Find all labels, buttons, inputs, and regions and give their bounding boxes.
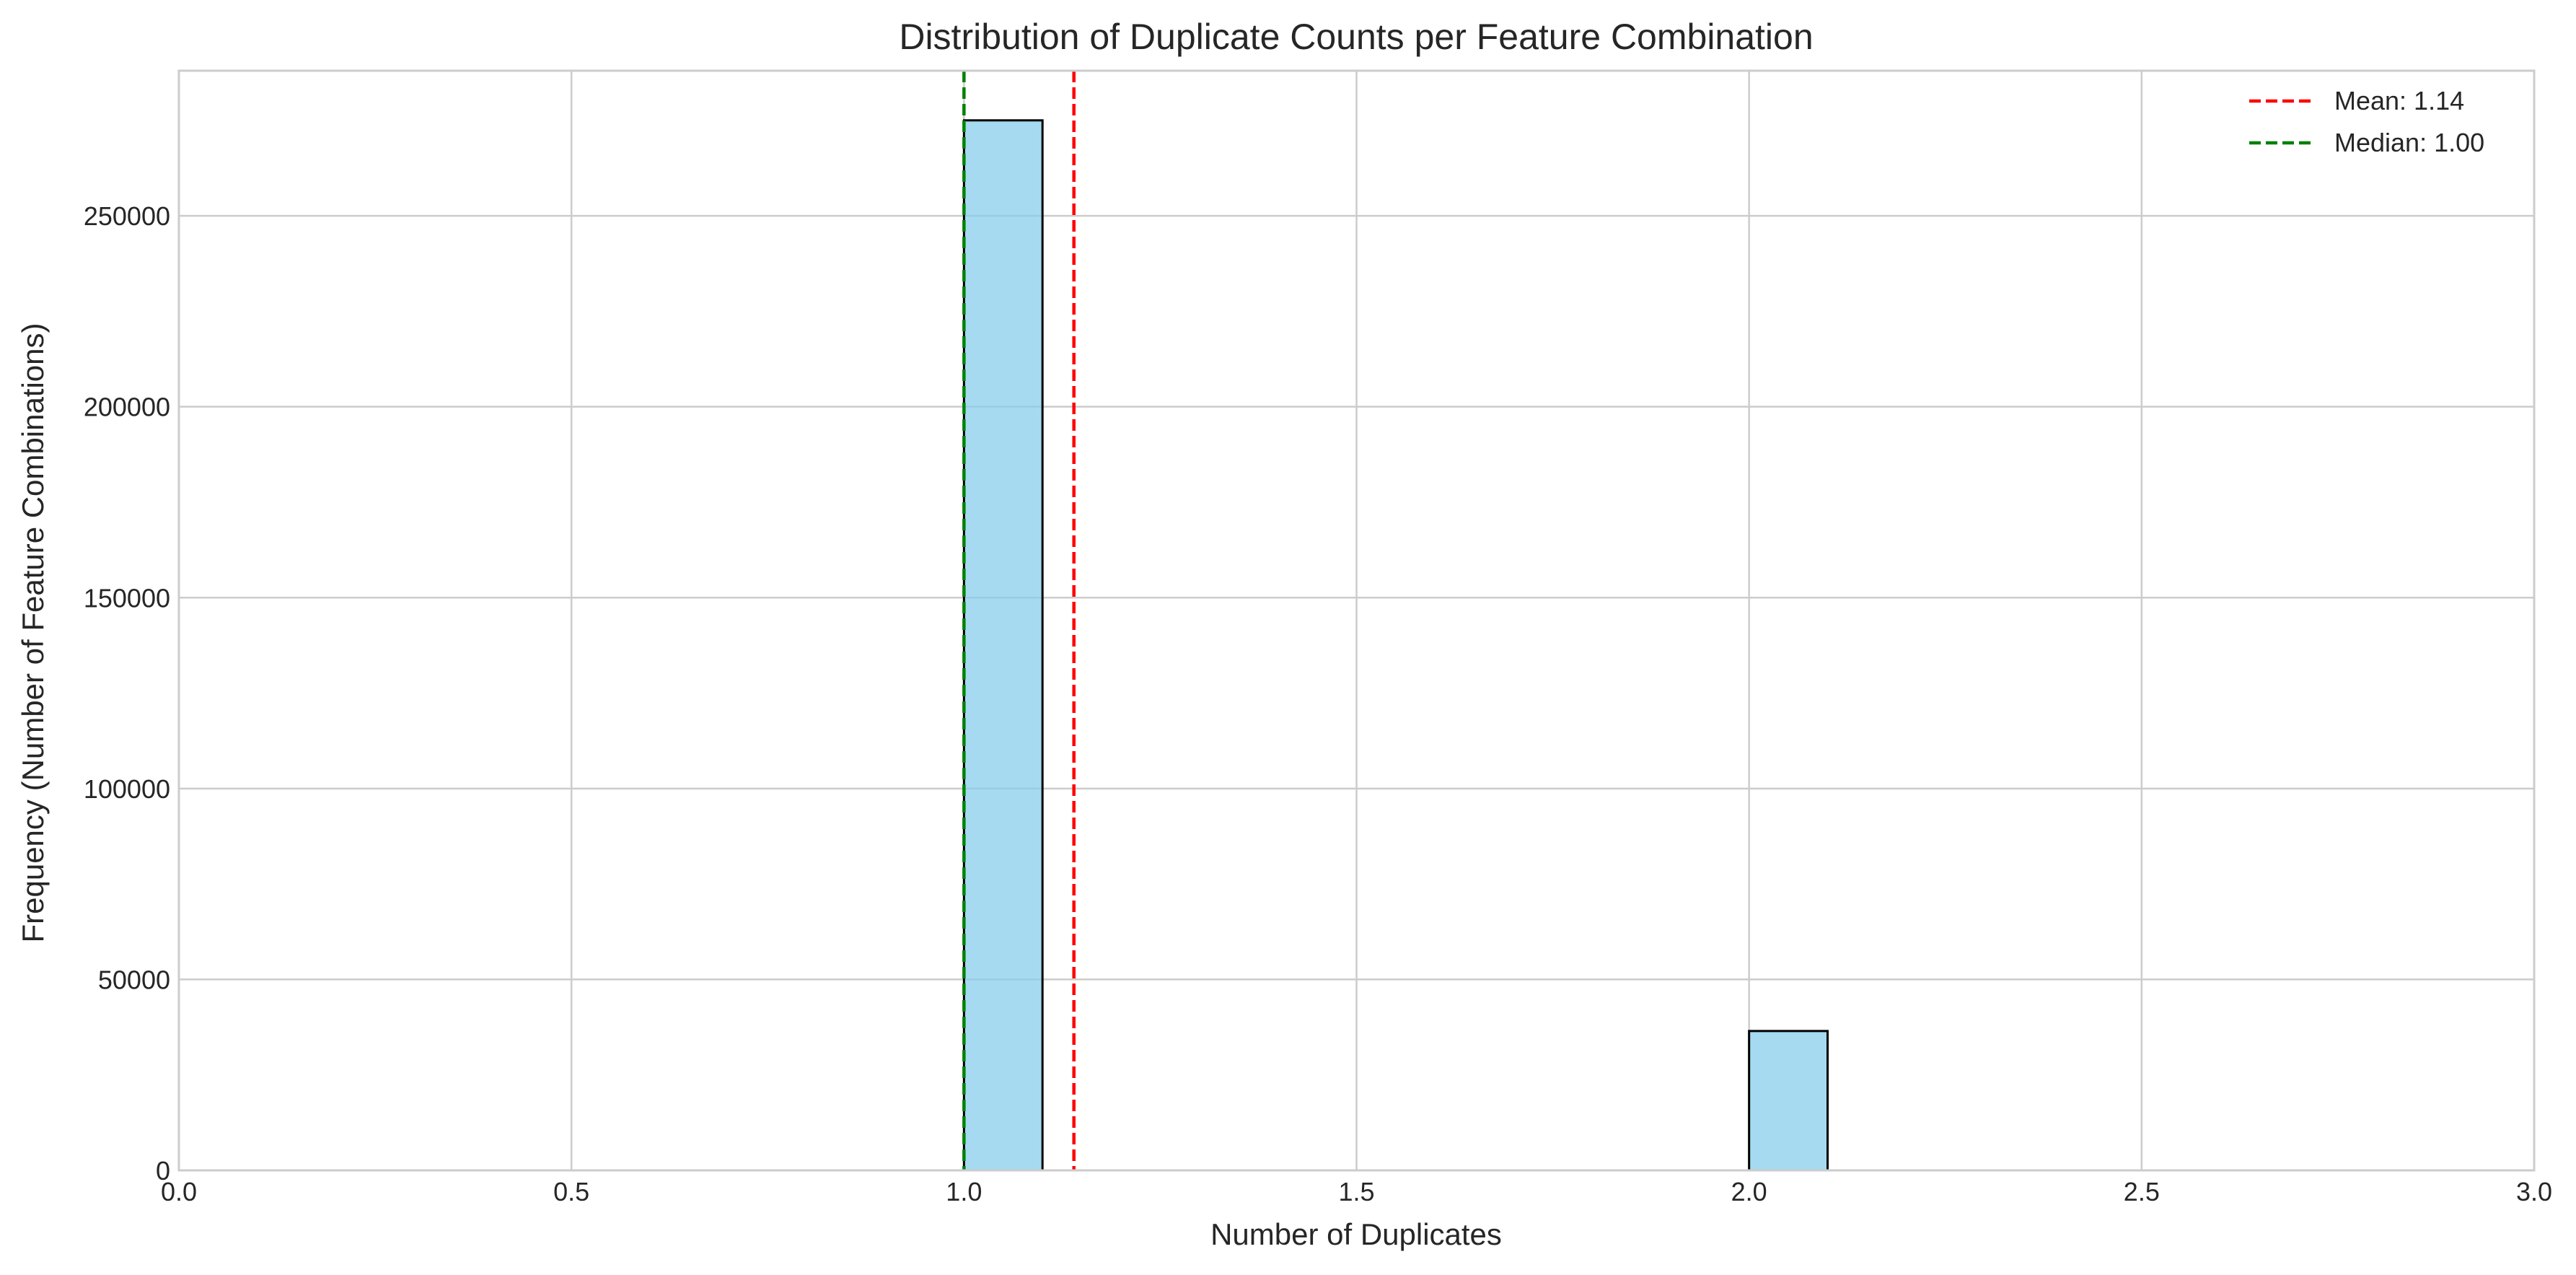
legend-entry-label: Median: 1.00	[2334, 128, 2484, 157]
legend: Mean: 1.14 Median: 1.00	[2249, 86, 2484, 157]
x-tick-label: 1.5	[1338, 1177, 1374, 1206]
histogram-bar	[1748, 1030, 1829, 1172]
x-tick-label: 0.5	[553, 1177, 589, 1206]
y-tick-label: 50000	[98, 965, 170, 994]
y-tick-label: 0	[156, 1156, 170, 1186]
x-tick-label: 3.0	[2516, 1177, 2552, 1206]
y-tick-label: 200000	[84, 393, 170, 422]
y-tick-label: 250000	[84, 201, 170, 231]
chart-title: Distribution of Duplicate Counts per Fea…	[899, 17, 1813, 57]
reference-lines	[962, 71, 1076, 1170]
plot-frame	[177, 69, 2536, 1172]
x-tick-label: 2.0	[1731, 1177, 1767, 1206]
bars	[962, 119, 1829, 1172]
legend-entry-label: Mean: 1.14	[2334, 86, 2464, 115]
y-tick-label: 100000	[84, 774, 170, 804]
y-tick-labels: 0 50000 100000 150000 200000 250000	[84, 201, 170, 1186]
x-tick-label: 1.0	[946, 1177, 982, 1206]
histogram-bar	[962, 119, 1044, 1172]
x-tick-labels: 0.0 0.5 1.0 1.5 2.0 2.5 3.0	[161, 1177, 2552, 1206]
x-tick-label: 0.0	[161, 1177, 197, 1206]
y-axis-label: Frequency (Number of Feature Combination…	[16, 323, 50, 942]
y-tick-label: 150000	[84, 583, 170, 613]
x-tick-label: 2.5	[2124, 1177, 2160, 1206]
grid-lines	[177, 71, 2536, 1172]
x-axis-label: Number of Duplicates	[1210, 1217, 1502, 1251]
